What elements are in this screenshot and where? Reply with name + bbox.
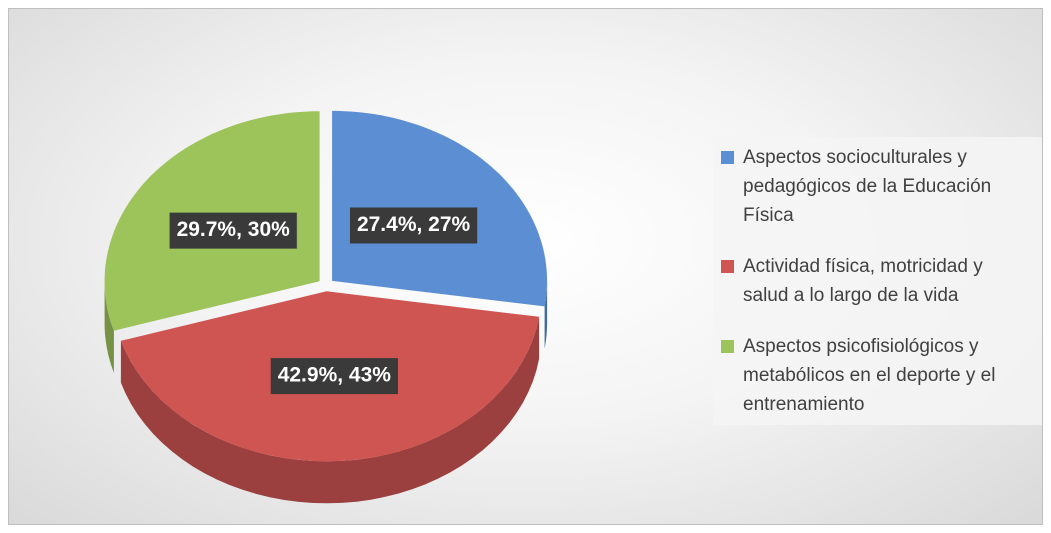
slice-side	[104, 281, 114, 373]
legend-item: Aspectos psicofisiológicos y metabólicos…	[713, 332, 1033, 419]
data-label-box	[270, 358, 398, 395]
slice-side	[120, 316, 540, 504]
legend: Aspectos socioculturales y pedagógicos d…	[713, 137, 1042, 425]
data-label: 27.4%, 27%	[357, 213, 471, 236]
legend-label: Aspectos socioculturales y pedagógicos d…	[743, 147, 992, 226]
legend-swatch	[721, 260, 734, 273]
slice-side	[544, 280, 548, 349]
legend-swatch	[721, 151, 734, 164]
data-label-box	[349, 207, 478, 244]
data-label: 29.7%, 30%	[177, 218, 291, 241]
legend-label: Actividad física, motricidad y salud a l…	[743, 256, 983, 306]
legend-label: Aspectos psicofisiológicos y metabólicos…	[743, 336, 996, 415]
legend-item: Actividad física, motricidad y salud a l…	[713, 252, 1033, 310]
legend-item: Aspectos socioculturales y pedagógicos d…	[713, 143, 1033, 230]
chart-area: 27.4%, 27% 42.9%, 43% 29.7%, 30% Aspectos …	[8, 8, 1043, 525]
chart: 27.4%, 27% 42.9%, 43% 29.7%, 30%	[104, 110, 548, 504]
legend-swatch	[721, 340, 734, 353]
data-label: 42.9%, 43%	[278, 364, 392, 387]
data-label-box	[169, 212, 297, 249]
